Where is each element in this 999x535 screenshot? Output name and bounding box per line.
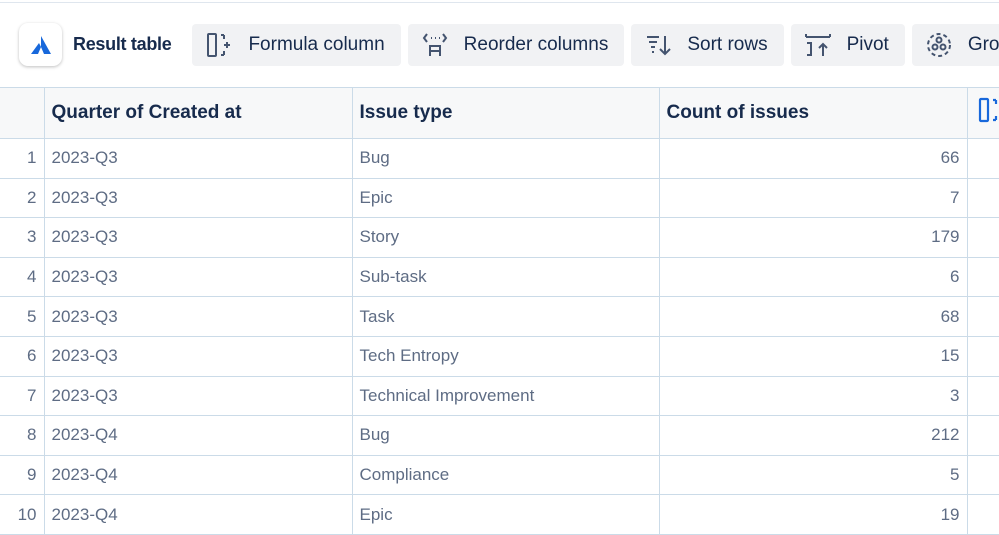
cell-count[interactable]: 68 [659,297,967,337]
cell-empty [967,297,999,337]
cell-empty [967,495,999,535]
cell-empty [967,218,999,258]
cell-quarter[interactable]: 2023-Q4 [44,455,352,495]
reorder-columns-button[interactable]: Reorder columns [408,24,625,66]
cell-issue-type[interactable]: Epic [352,178,659,218]
formula-column-button[interactable]: Formula column [192,24,400,66]
formula-column-icon[interactable] [978,97,999,123]
add-column-header[interactable] [967,88,999,139]
row-number: 8 [0,416,44,456]
cell-issue-type[interactable]: Technical Improvement [352,376,659,416]
cell-empty [967,455,999,495]
row-number: 2 [0,178,44,218]
formula-column-label: Formula column [248,34,384,56]
row-number: 4 [0,257,44,297]
cell-empty [967,336,999,376]
group-button[interactable]: Grou [912,24,999,66]
cell-count[interactable]: 6 [659,257,967,297]
row-number: 1 [0,139,44,179]
cell-issue-type[interactable]: Bug [352,139,659,179]
top-divider [0,2,999,3]
cell-quarter[interactable]: 2023-Q3 [44,178,352,218]
cell-quarter[interactable]: 2023-Q3 [44,257,352,297]
cell-empty [967,178,999,218]
cell-issue-type[interactable]: Task [352,297,659,337]
row-number: 9 [0,455,44,495]
cell-issue-type[interactable]: Compliance [352,455,659,495]
cell-issue-type[interactable]: Epic [352,495,659,535]
cell-quarter[interactable]: 2023-Q3 [44,218,352,258]
cell-count[interactable]: 19 [659,495,967,535]
cell-quarter[interactable]: 2023-Q3 [44,139,352,179]
row-number: 3 [0,218,44,258]
cell-empty [967,257,999,297]
column-header-count[interactable]: Count of issues [659,88,967,139]
cell-quarter[interactable]: 2023-Q4 [44,416,352,456]
pivot-icon [805,32,831,58]
row-number: 10 [0,495,44,535]
page-title: Result table [73,34,171,55]
sort-rows-button[interactable]: Sort rows [631,24,783,66]
cell-count[interactable]: 5 [659,455,967,495]
cell-count[interactable]: 66 [659,139,967,179]
cell-count[interactable]: 179 [659,218,967,258]
table-header-row: Quarter of Created at Issue type Count o… [0,88,999,139]
sort-rows-label: Sort rows [687,34,767,56]
cell-count[interactable]: 15 [659,336,967,376]
pivot-label: Pivot [847,34,889,56]
cell-quarter[interactable]: 2023-Q3 [44,336,352,376]
atlassian-logo-icon [19,23,62,66]
pivot-button[interactable]: Pivot [791,24,905,66]
group-icon [926,32,952,58]
cell-issue-type[interactable]: Tech Entropy [352,336,659,376]
group-label: Grou [968,34,999,56]
cell-count[interactable]: 212 [659,416,967,456]
cell-empty [967,416,999,456]
cell-issue-type[interactable]: Story [352,218,659,258]
row-number: 5 [0,297,44,337]
result-table: Quarter of Created at Issue type Count o… [0,87,999,535]
cell-empty [967,139,999,179]
sort-rows-icon [645,32,671,58]
column-header-quarter[interactable]: Quarter of Created at [44,88,352,139]
reorder-columns-icon [422,32,448,58]
row-number-header [0,88,44,139]
cell-quarter[interactable]: 2023-Q3 [44,376,352,416]
cell-quarter[interactable]: 2023-Q3 [44,297,352,337]
reorder-columns-label: Reorder columns [464,34,609,56]
row-number: 6 [0,336,44,376]
column-header-issue-type[interactable]: Issue type [352,88,659,139]
formula-column-icon [206,32,232,58]
row-number: 7 [0,376,44,416]
cell-quarter[interactable]: 2023-Q4 [44,495,352,535]
cell-issue-type[interactable]: Bug [352,416,659,456]
cell-count[interactable]: 7 [659,178,967,218]
toolbar: Result table Formula column Reorder colu… [19,23,999,66]
cell-empty [967,376,999,416]
cell-count[interactable]: 3 [659,376,967,416]
cell-issue-type[interactable]: Sub-task [352,257,659,297]
